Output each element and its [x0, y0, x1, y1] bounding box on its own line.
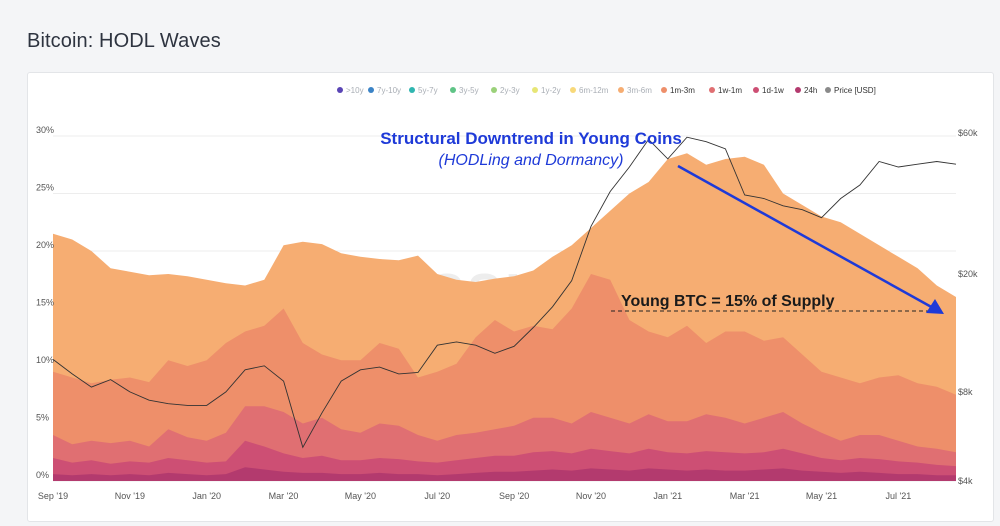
legend-label: 1y-2y: [541, 86, 561, 95]
legend-swatch: [450, 87, 456, 93]
legend-item-1m-3m[interactable]: 1m-3m: [661, 86, 695, 95]
legend-swatch: [709, 87, 715, 93]
legend-label: >10y: [346, 86, 364, 95]
legend-item-2y-3y[interactable]: 2y-3y: [491, 86, 520, 95]
legend-label: 2y-3y: [500, 86, 520, 95]
legend-item-1w-1m[interactable]: 1w-1m: [709, 86, 742, 95]
y-tick-label: 25%: [36, 183, 54, 193]
price-line[interactable]: [52, 136, 957, 449]
legend-swatch: [491, 87, 497, 93]
legend-swatch: [661, 87, 667, 93]
legend-item-3m-6m[interactable]: 3m-6m: [618, 86, 652, 95]
trend-arrowhead: [926, 299, 944, 314]
x-tick-label: Nov '19: [115, 491, 145, 501]
x-tick-label: Jul '21: [885, 491, 911, 501]
x-tick-label: Jul '20: [424, 491, 450, 501]
hodl-waves-chart[interactable]: glassnode 0%5%10%15%20%25%30%$4k$8k$20k$…: [28, 73, 993, 521]
legend-item-7y-10y[interactable]: 7y-10y: [368, 86, 401, 95]
annotation-headline: Structural Downtrend in Young Coins: [380, 129, 682, 148]
legend-label: 6m-12m: [579, 86, 609, 95]
legend-label: 1m-3m: [670, 86, 695, 95]
legend-label: 5y-7y: [418, 86, 438, 95]
legend-item-6m-12m[interactable]: 6m-12m: [570, 86, 609, 95]
legend-label: 3y-5y: [459, 86, 479, 95]
y-tick-label: 0%: [36, 470, 49, 480]
chart-card: glassnode 0%5%10%15%20%25%30%$4k$8k$20k$…: [27, 72, 994, 522]
x-tick-label: Mar '20: [269, 491, 299, 501]
legend-swatch: [753, 87, 759, 93]
x-tick-label: Nov '20: [576, 491, 606, 501]
legend-swatch: [337, 87, 343, 93]
y2-tick-label: $60k: [958, 128, 978, 138]
y-tick-label: 15%: [36, 298, 54, 308]
legend-label: 24h: [804, 86, 817, 95]
y-tick-label: 5%: [36, 413, 49, 423]
y-tick-label: 20%: [36, 240, 54, 250]
legend-item-5y-7y[interactable]: 5y-7y: [409, 86, 438, 95]
legend-swatch: [532, 87, 538, 93]
axes: 0% 5% 10% 15% 20% 25% 30% $4k $8k $20k $60k Sep '19…: [36, 125, 978, 501]
page-title: Bitcoin: HODL Waves: [27, 30, 221, 52]
legend: >10y 7y-10y 5y-7y 3y-5y 2y-3y 1y-2y 6m-12m 3m-6…: [337, 86, 876, 95]
legend-item-Price [USD][interactable]: Price [USD]: [825, 86, 876, 95]
legend-item-24h[interactable]: 24h: [795, 86, 817, 95]
legend-label: 7y-10y: [377, 86, 401, 95]
legend-label: 1w-1m: [718, 86, 742, 95]
legend-label: 3m-6m: [627, 86, 652, 95]
legend-swatch: [368, 87, 374, 93]
legend-swatch: [795, 87, 801, 93]
legend-swatch: [570, 87, 576, 93]
price-series: [52, 136, 957, 449]
x-tick-label: May '20: [345, 491, 376, 501]
annotation-level-label: Young BTC = 15% of Supply: [621, 293, 835, 310]
x-tick-label: Jan '21: [653, 491, 682, 501]
legend-item-3y-5y[interactable]: 3y-5y: [450, 86, 479, 95]
x-tick-label: May '21: [806, 491, 837, 501]
legend-item-1d-1w[interactable]: 1d-1w: [753, 86, 784, 95]
x-tick-label: Sep '20: [499, 491, 529, 501]
y2-tick-label: $4k: [958, 476, 973, 486]
y2-tick-label: $20k: [958, 269, 978, 279]
legend-item->10y[interactable]: >10y: [337, 86, 364, 95]
x-tick-label: Jan '20: [192, 491, 221, 501]
legend-item-1y-2y[interactable]: 1y-2y: [532, 86, 561, 95]
y-tick-label: 30%: [36, 125, 54, 135]
legend-label: 1d-1w: [762, 86, 784, 95]
legend-swatch: [618, 87, 624, 93]
y2-tick-label: $8k: [958, 387, 973, 397]
annotation-subline: (HODLing and Dormancy): [439, 152, 624, 169]
legend-swatch: [409, 87, 415, 93]
area-24h[interactable]: [53, 467, 956, 481]
legend-label: Price [USD]: [834, 86, 876, 95]
x-tick-label: Sep '19: [38, 491, 68, 501]
x-tick-label: Mar '21: [730, 491, 760, 501]
stacked-areas: [53, 153, 956, 482]
y-tick-label: 10%: [36, 355, 54, 365]
legend-swatch: [825, 87, 831, 93]
trend-arrow: [677, 164, 936, 311]
